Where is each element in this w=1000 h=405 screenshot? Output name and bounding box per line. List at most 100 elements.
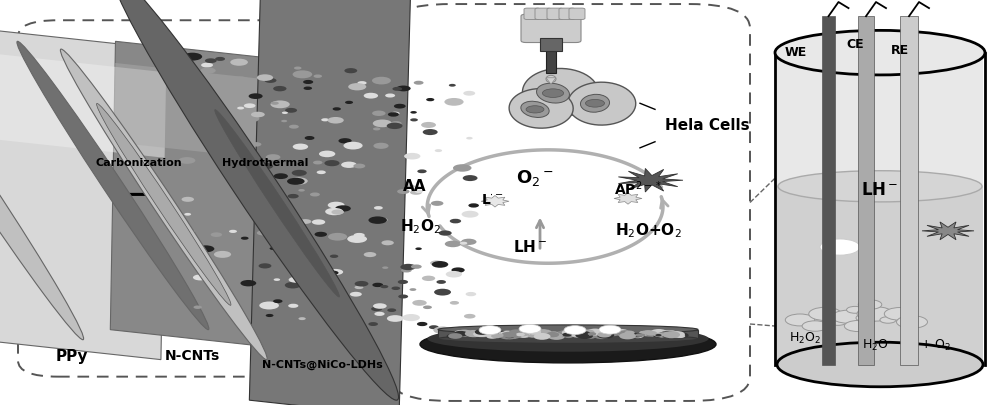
Circle shape: [434, 289, 451, 296]
Circle shape: [880, 317, 896, 323]
Circle shape: [372, 111, 386, 116]
Circle shape: [411, 264, 422, 269]
Circle shape: [820, 239, 860, 255]
Circle shape: [328, 202, 345, 209]
Circle shape: [597, 331, 612, 337]
Circle shape: [501, 332, 517, 338]
Circle shape: [372, 283, 383, 287]
Circle shape: [579, 331, 591, 336]
Circle shape: [214, 251, 231, 258]
Ellipse shape: [580, 94, 610, 112]
Text: N-CNTs@NiCo-LDHs: N-CNTs@NiCo-LDHs: [262, 359, 382, 370]
Polygon shape: [568, 82, 636, 125]
Circle shape: [473, 331, 488, 337]
Circle shape: [257, 74, 273, 81]
Circle shape: [527, 335, 535, 337]
Circle shape: [466, 292, 476, 296]
Circle shape: [388, 112, 399, 117]
Text: WE: WE: [785, 46, 807, 59]
Circle shape: [429, 325, 439, 329]
FancyBboxPatch shape: [524, 8, 540, 19]
Circle shape: [321, 118, 329, 122]
Circle shape: [371, 307, 382, 311]
Circle shape: [468, 203, 479, 208]
Circle shape: [308, 247, 321, 252]
Circle shape: [501, 330, 514, 336]
Ellipse shape: [521, 101, 549, 117]
Circle shape: [646, 333, 654, 337]
Circle shape: [662, 330, 675, 335]
Circle shape: [439, 230, 452, 236]
Circle shape: [205, 58, 217, 63]
Circle shape: [394, 104, 406, 109]
Circle shape: [609, 331, 619, 335]
Circle shape: [426, 98, 434, 101]
Circle shape: [449, 84, 456, 87]
Circle shape: [328, 271, 339, 275]
Circle shape: [262, 181, 277, 188]
Ellipse shape: [777, 342, 983, 387]
Ellipse shape: [181, 59, 373, 347]
Circle shape: [315, 232, 327, 237]
Circle shape: [197, 119, 209, 124]
Circle shape: [348, 83, 366, 90]
Circle shape: [486, 334, 498, 339]
Circle shape: [467, 331, 477, 336]
Text: N-CNTs: N-CNTs: [164, 350, 220, 363]
Circle shape: [331, 209, 344, 215]
Circle shape: [341, 162, 357, 168]
Circle shape: [404, 153, 420, 160]
Circle shape: [571, 333, 585, 338]
Circle shape: [229, 138, 249, 145]
Circle shape: [530, 332, 545, 339]
Circle shape: [659, 332, 671, 337]
Circle shape: [273, 299, 283, 303]
Circle shape: [491, 334, 502, 338]
Circle shape: [285, 282, 301, 288]
Circle shape: [317, 171, 326, 174]
Text: H$_2$O+O$_2$: H$_2$O+O$_2$: [615, 222, 681, 240]
Circle shape: [338, 138, 352, 143]
Circle shape: [897, 316, 927, 328]
Circle shape: [577, 331, 591, 337]
Circle shape: [577, 333, 593, 339]
Ellipse shape: [775, 30, 985, 75]
Circle shape: [585, 99, 605, 107]
Circle shape: [210, 103, 222, 108]
Circle shape: [223, 171, 235, 176]
Circle shape: [267, 221, 286, 229]
Circle shape: [274, 278, 280, 281]
Bar: [858, 16, 874, 364]
Circle shape: [402, 314, 420, 321]
Circle shape: [412, 300, 427, 306]
Circle shape: [292, 170, 307, 176]
Circle shape: [397, 189, 410, 194]
Ellipse shape: [0, 29, 84, 340]
Circle shape: [551, 334, 558, 337]
Circle shape: [597, 332, 614, 339]
Circle shape: [447, 334, 459, 339]
Polygon shape: [249, 0, 411, 405]
Circle shape: [294, 66, 302, 70]
Circle shape: [619, 333, 636, 339]
Circle shape: [400, 264, 416, 270]
Circle shape: [414, 81, 424, 85]
Circle shape: [847, 307, 863, 313]
Circle shape: [314, 75, 322, 78]
Circle shape: [219, 134, 231, 140]
Circle shape: [259, 301, 279, 309]
Circle shape: [415, 247, 422, 250]
Circle shape: [639, 331, 645, 334]
Circle shape: [204, 107, 216, 113]
Circle shape: [510, 332, 521, 336]
Circle shape: [224, 128, 240, 135]
Circle shape: [404, 184, 415, 188]
Polygon shape: [546, 78, 556, 84]
Circle shape: [490, 330, 505, 336]
Polygon shape: [438, 330, 698, 339]
FancyBboxPatch shape: [535, 8, 551, 19]
Ellipse shape: [17, 41, 209, 330]
Polygon shape: [618, 168, 683, 192]
Circle shape: [259, 263, 271, 269]
Circle shape: [260, 197, 271, 202]
